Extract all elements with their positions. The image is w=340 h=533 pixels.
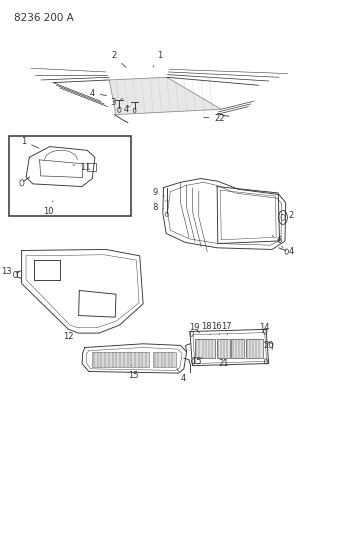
Text: 2: 2 [282, 212, 293, 220]
Text: 13: 13 [1, 268, 19, 276]
Text: 3: 3 [110, 98, 123, 107]
Text: 1: 1 [21, 137, 39, 148]
Bar [153, 352, 176, 367]
Text: 8236 200 A: 8236 200 A [14, 13, 74, 23]
Bar [195, 339, 215, 358]
Text: 6: 6 [272, 236, 282, 245]
Text: 2: 2 [112, 52, 126, 67]
Text: 14: 14 [259, 324, 270, 332]
Text: 17: 17 [221, 322, 232, 335]
Text: 21: 21 [219, 359, 229, 368]
Bar [87, 163, 96, 171]
Text: 18: 18 [201, 322, 211, 335]
Text: 12: 12 [63, 328, 79, 341]
Text: 15: 15 [191, 357, 202, 366]
Text: 22: 22 [204, 114, 225, 123]
Polygon shape [109, 77, 221, 115]
Text: 11: 11 [73, 164, 91, 172]
Text: 10: 10 [43, 201, 53, 216]
Bar [232, 339, 244, 358]
Text: 8: 8 [152, 204, 164, 212]
Bar [217, 339, 230, 358]
Bar [9, 136, 131, 216]
Text: 4: 4 [123, 105, 129, 114]
Text: 9: 9 [152, 189, 164, 197]
Text: 4: 4 [90, 89, 106, 98]
Text: 19: 19 [189, 324, 200, 333]
Text: 4: 4 [281, 246, 293, 256]
Bar [91, 352, 149, 367]
Text: 15: 15 [128, 365, 138, 380]
Bar [245, 339, 262, 358]
Text: 16: 16 [211, 322, 221, 335]
Text: 4: 4 [177, 369, 186, 383]
Text: 20: 20 [264, 341, 274, 350]
Text: 1: 1 [153, 52, 163, 67]
